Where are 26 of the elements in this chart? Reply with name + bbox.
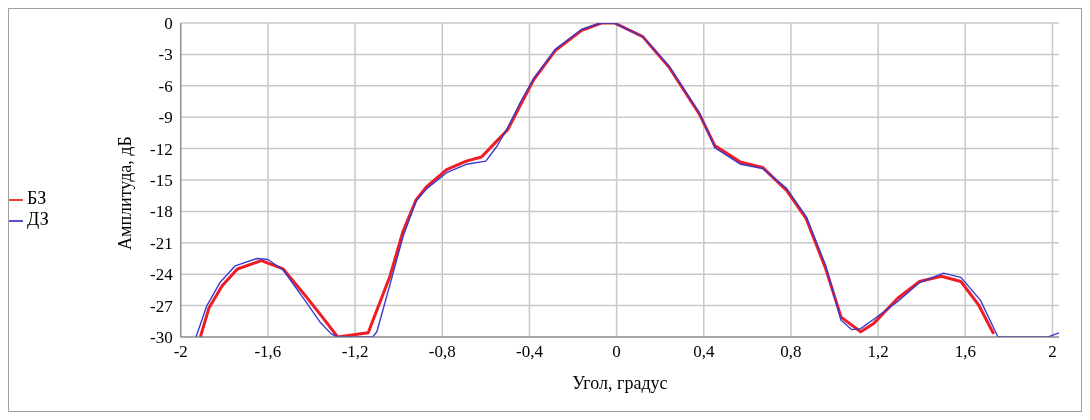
y-tick-label: -18 [150,202,173,222]
y-tick-label: -30 [150,328,173,348]
x-tick-label: 1,6 [954,342,976,362]
x-tick-label: 1,2 [867,342,889,362]
y-tick-label: -21 [150,233,173,253]
x-tick-label: 0,4 [693,342,715,362]
x-tick-label: -2 [173,342,188,362]
legend-label: БЗ [27,188,47,208]
y-tick-label: -9 [158,108,173,128]
y-tick-label: -15 [150,171,173,191]
y-tick-label: -24 [150,265,174,285]
x-tick-label: 0 [612,342,621,362]
x-tick-label: 2 [1048,342,1057,362]
x-tick-label: -0,8 [428,342,456,362]
y-tick-label: -6 [158,76,173,96]
legend-label: ДЗ [27,209,49,229]
x-tick-label: -1,6 [254,342,282,362]
y-tick-label: -12 [150,139,173,159]
y-axis-title: Амплитуда, дБ [115,136,136,250]
x-tick-label: 0,8 [780,342,802,362]
x-tick-label: -1,2 [341,342,369,362]
y-tick-label: -3 [158,45,173,65]
y-tick-label: 0 [164,14,173,34]
y-tick-label: -27 [150,296,174,316]
x-tick-label: -0,4 [515,342,544,362]
x-axis-title: Угол, градус [572,373,668,393]
